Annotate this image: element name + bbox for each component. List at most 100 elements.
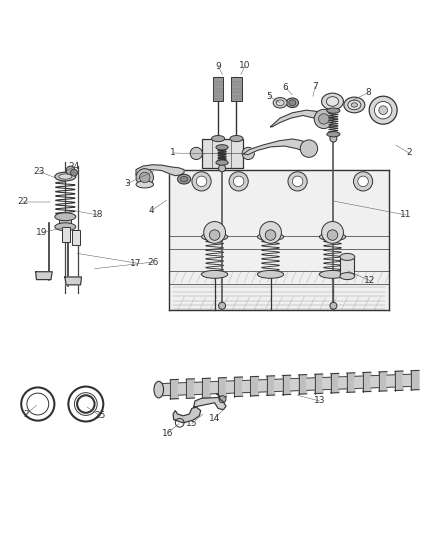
Text: 26: 26 bbox=[147, 257, 158, 266]
Ellipse shape bbox=[286, 98, 298, 108]
Text: 3: 3 bbox=[124, 179, 130, 188]
Text: 23: 23 bbox=[33, 167, 45, 176]
Ellipse shape bbox=[59, 174, 72, 179]
Text: 25: 25 bbox=[95, 411, 106, 421]
Circle shape bbox=[288, 172, 307, 191]
Ellipse shape bbox=[319, 233, 346, 241]
Polygon shape bbox=[234, 377, 243, 397]
Circle shape bbox=[260, 222, 282, 244]
Polygon shape bbox=[251, 376, 258, 396]
Polygon shape bbox=[244, 139, 311, 155]
Polygon shape bbox=[35, 272, 52, 280]
Polygon shape bbox=[347, 373, 355, 392]
Circle shape bbox=[330, 302, 337, 309]
Polygon shape bbox=[243, 380, 251, 393]
Circle shape bbox=[314, 109, 333, 128]
Polygon shape bbox=[258, 379, 267, 392]
Circle shape bbox=[204, 222, 226, 244]
Polygon shape bbox=[299, 375, 307, 394]
Polygon shape bbox=[275, 379, 283, 392]
Text: 4: 4 bbox=[148, 206, 154, 215]
Ellipse shape bbox=[258, 233, 284, 241]
FancyBboxPatch shape bbox=[213, 77, 223, 101]
Circle shape bbox=[136, 169, 153, 186]
Circle shape bbox=[192, 172, 211, 191]
Polygon shape bbox=[395, 371, 403, 391]
Polygon shape bbox=[186, 379, 194, 398]
Polygon shape bbox=[65, 277, 81, 285]
Ellipse shape bbox=[201, 270, 228, 278]
Text: 24: 24 bbox=[68, 163, 80, 172]
Polygon shape bbox=[363, 372, 371, 392]
Polygon shape bbox=[331, 374, 339, 393]
Polygon shape bbox=[290, 378, 299, 391]
Ellipse shape bbox=[154, 381, 163, 398]
Ellipse shape bbox=[340, 272, 355, 280]
Ellipse shape bbox=[55, 172, 76, 181]
Ellipse shape bbox=[351, 103, 357, 107]
Text: 11: 11 bbox=[400, 211, 412, 220]
Ellipse shape bbox=[273, 98, 287, 108]
Polygon shape bbox=[173, 407, 201, 423]
Ellipse shape bbox=[180, 176, 188, 182]
Circle shape bbox=[196, 176, 207, 187]
FancyBboxPatch shape bbox=[231, 77, 242, 101]
FancyBboxPatch shape bbox=[340, 258, 354, 276]
Polygon shape bbox=[355, 376, 363, 389]
Circle shape bbox=[321, 222, 343, 244]
Polygon shape bbox=[267, 376, 275, 395]
Text: 22: 22 bbox=[18, 197, 29, 206]
Polygon shape bbox=[339, 377, 347, 389]
Circle shape bbox=[358, 176, 368, 187]
Polygon shape bbox=[283, 375, 290, 395]
Text: 17: 17 bbox=[130, 259, 142, 268]
Circle shape bbox=[233, 176, 244, 187]
Ellipse shape bbox=[327, 132, 340, 137]
Ellipse shape bbox=[276, 100, 284, 106]
FancyBboxPatch shape bbox=[72, 230, 80, 245]
Text: 15: 15 bbox=[186, 419, 198, 428]
Ellipse shape bbox=[216, 144, 228, 150]
Polygon shape bbox=[194, 398, 226, 410]
Polygon shape bbox=[210, 382, 219, 394]
Ellipse shape bbox=[136, 181, 153, 188]
Polygon shape bbox=[379, 372, 387, 391]
Ellipse shape bbox=[201, 233, 228, 241]
Ellipse shape bbox=[327, 108, 340, 113]
Circle shape bbox=[219, 302, 226, 309]
Polygon shape bbox=[271, 110, 325, 127]
Ellipse shape bbox=[230, 135, 243, 142]
Circle shape bbox=[374, 101, 392, 119]
Circle shape bbox=[327, 230, 338, 240]
Circle shape bbox=[242, 147, 254, 159]
Circle shape bbox=[219, 165, 226, 172]
Circle shape bbox=[379, 106, 388, 115]
Polygon shape bbox=[219, 377, 226, 397]
Ellipse shape bbox=[344, 97, 365, 113]
Ellipse shape bbox=[212, 135, 225, 142]
Ellipse shape bbox=[340, 253, 355, 261]
Text: 1: 1 bbox=[170, 149, 176, 157]
Circle shape bbox=[265, 230, 276, 240]
Polygon shape bbox=[387, 375, 395, 387]
Polygon shape bbox=[162, 383, 170, 395]
Circle shape bbox=[190, 147, 202, 159]
Circle shape bbox=[292, 176, 303, 187]
Polygon shape bbox=[170, 379, 178, 399]
Circle shape bbox=[318, 114, 329, 124]
Ellipse shape bbox=[258, 270, 284, 278]
Polygon shape bbox=[314, 374, 323, 393]
Circle shape bbox=[219, 395, 226, 403]
Circle shape bbox=[209, 230, 220, 240]
Text: 14: 14 bbox=[209, 414, 220, 423]
Text: 5: 5 bbox=[266, 92, 272, 101]
Circle shape bbox=[229, 172, 248, 191]
FancyBboxPatch shape bbox=[201, 139, 243, 168]
Circle shape bbox=[66, 166, 75, 175]
Polygon shape bbox=[403, 374, 411, 387]
Text: 6: 6 bbox=[283, 83, 288, 92]
Circle shape bbox=[369, 96, 397, 124]
Circle shape bbox=[71, 169, 78, 176]
Text: 2: 2 bbox=[23, 409, 29, 418]
Polygon shape bbox=[411, 370, 419, 390]
